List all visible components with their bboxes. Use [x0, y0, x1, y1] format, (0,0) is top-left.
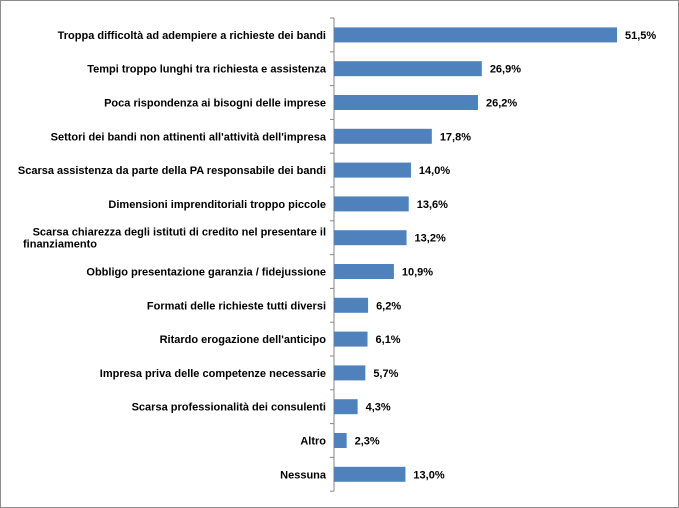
category-labels: Troppa difficoltà ad adempiere a richies…	[18, 30, 327, 481]
bar	[334, 466, 406, 482]
category-label: Settori dei bandi non attinenti all'atti…	[51, 131, 327, 143]
bar	[334, 196, 409, 212]
bar	[334, 61, 482, 77]
value-label: 10,9%	[402, 267, 433, 279]
value-label: 14,0%	[419, 165, 450, 177]
value-labels: 51,5% 26,9% 26,2% 17,8% 14,0% 13,6% 13,2% 10,9%…	[355, 30, 657, 481]
bar	[334, 399, 358, 415]
bar	[334, 128, 432, 144]
category-label: Dimensioni imprenditoriali troppo piccol…	[108, 199, 326, 211]
category-label: Formati delle richieste tutti diversi	[147, 300, 326, 312]
bar	[334, 331, 368, 347]
category-label: Altro	[300, 436, 326, 448]
bar	[334, 230, 407, 246]
value-label: 26,2%	[486, 98, 517, 110]
value-label: 2,3%	[355, 436, 380, 448]
bar	[334, 95, 478, 110]
value-label: 13,0%	[413, 469, 444, 481]
category-label: Poca rispondenza ai bisogni delle impres…	[104, 98, 326, 110]
value-label: 13,6%	[417, 199, 448, 211]
category-label: Ritardo erogazione dell'anticipo	[160, 334, 327, 346]
category-label: Scarsa assistenza da parte della PA resp…	[18, 165, 326, 177]
bar	[334, 365, 366, 381]
value-label: 17,8%	[440, 131, 471, 143]
category-label: Impresa priva delle competenze necessari…	[100, 368, 326, 380]
bar	[334, 162, 411, 178]
category-label: Nessuna	[280, 469, 327, 481]
value-label: 51,5%	[625, 30, 656, 42]
category-label: Obbligo presentazione garanzia / fidejus…	[86, 267, 326, 279]
category-label: Scarsa professionalità dei consulenti	[132, 402, 326, 414]
category-label: Troppa difficoltà ad adempiere a richies…	[58, 30, 326, 42]
y-axis-ticks	[330, 17, 334, 492]
value-label: 5,7%	[373, 368, 398, 380]
value-label: 4,3%	[366, 402, 391, 414]
bar	[334, 297, 369, 313]
value-label: 6,2%	[376, 300, 401, 312]
value-label: 13,2%	[415, 233, 446, 245]
bar	[334, 27, 617, 43]
category-label: Tempi troppo lunghi tra richiesta e assi…	[87, 64, 327, 76]
value-label: 26,9%	[490, 64, 521, 76]
bar	[334, 433, 347, 448]
value-label: 6,1%	[376, 334, 401, 346]
bars-group	[334, 27, 617, 482]
bar	[334, 264, 394, 279]
category-label: Scarsa chiarezza degli istituti di credi…	[23, 227, 326, 251]
